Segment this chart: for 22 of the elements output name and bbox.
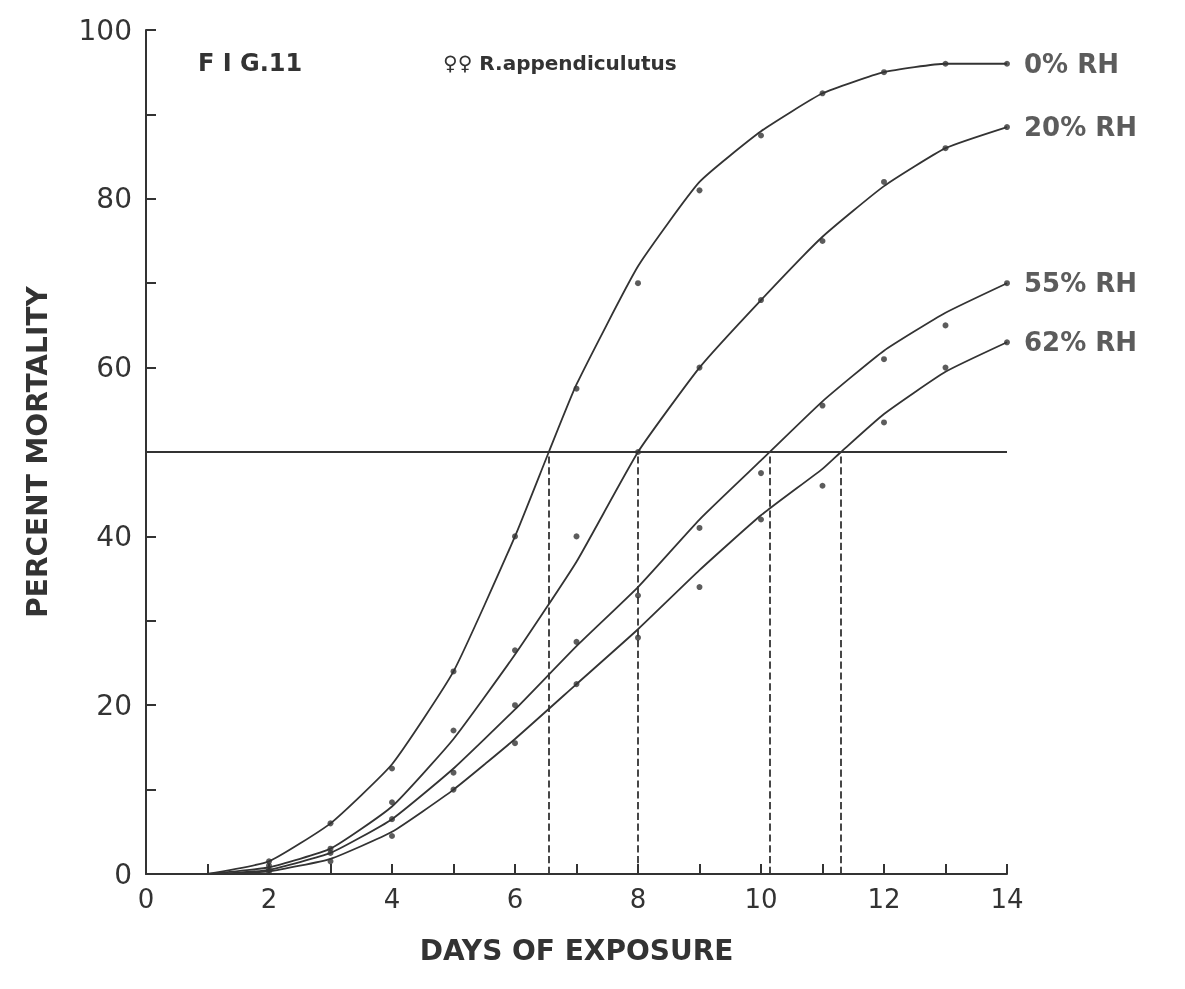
x-tick-label: 8 — [629, 884, 647, 914]
text: F I G.11 — [198, 49, 303, 77]
x-tick-label: 14 — [990, 884, 1024, 914]
x-tick-label: 10 — [744, 884, 778, 914]
x-tick-label: 0 — [137, 884, 155, 914]
y-tick-label: 60 — [96, 351, 132, 385]
y-tick-label: 80 — [96, 182, 132, 216]
y-tick-label: 40 — [96, 519, 132, 553]
y-tick-label: 20 — [96, 688, 132, 722]
y-tick-label: 0 — [114, 857, 132, 891]
x-tick-label: 2 — [260, 884, 278, 914]
series-label: 55% RH — [1024, 268, 1138, 299]
text: ♀♀ R.appendiculutus — [443, 51, 677, 75]
series-label: 62% RH — [1024, 327, 1138, 358]
y-axis-title: PERCENT MORTALITY — [20, 285, 54, 618]
x-tick-label: 4 — [383, 884, 401, 914]
series-label: 0% RH — [1024, 48, 1119, 79]
x-tick-label: 6 — [506, 884, 524, 914]
x-axis-title: DAYS OF EXPOSURE — [419, 933, 734, 967]
x-tick-label: 12 — [867, 884, 901, 914]
y-tick-label: 100 — [78, 13, 132, 47]
series-label: 20% RH — [1024, 112, 1138, 143]
